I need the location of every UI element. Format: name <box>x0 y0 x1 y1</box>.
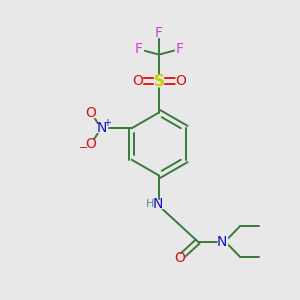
Bar <box>176 77 185 85</box>
Text: H: H <box>146 199 154 209</box>
Bar <box>86 140 95 148</box>
Bar <box>97 124 106 132</box>
Text: F: F <box>155 26 163 40</box>
Text: O: O <box>85 137 96 151</box>
Text: O: O <box>85 106 96 120</box>
Text: N: N <box>97 121 107 135</box>
Text: F: F <box>135 42 142 56</box>
Text: N: N <box>153 197 163 211</box>
Text: +: + <box>103 118 111 128</box>
Text: O: O <box>132 74 143 88</box>
Text: O: O <box>175 74 186 88</box>
Bar <box>86 109 95 117</box>
Bar <box>134 45 143 53</box>
Text: N: N <box>217 235 227 248</box>
Bar <box>175 45 184 53</box>
Bar <box>175 254 184 262</box>
Bar <box>218 237 227 246</box>
Bar <box>150 200 163 208</box>
Bar <box>155 29 163 37</box>
Text: S: S <box>154 74 164 88</box>
Text: O: O <box>174 251 185 265</box>
Bar <box>133 77 142 85</box>
Text: −: − <box>79 143 88 153</box>
Bar <box>154 76 164 85</box>
Text: F: F <box>176 42 183 56</box>
